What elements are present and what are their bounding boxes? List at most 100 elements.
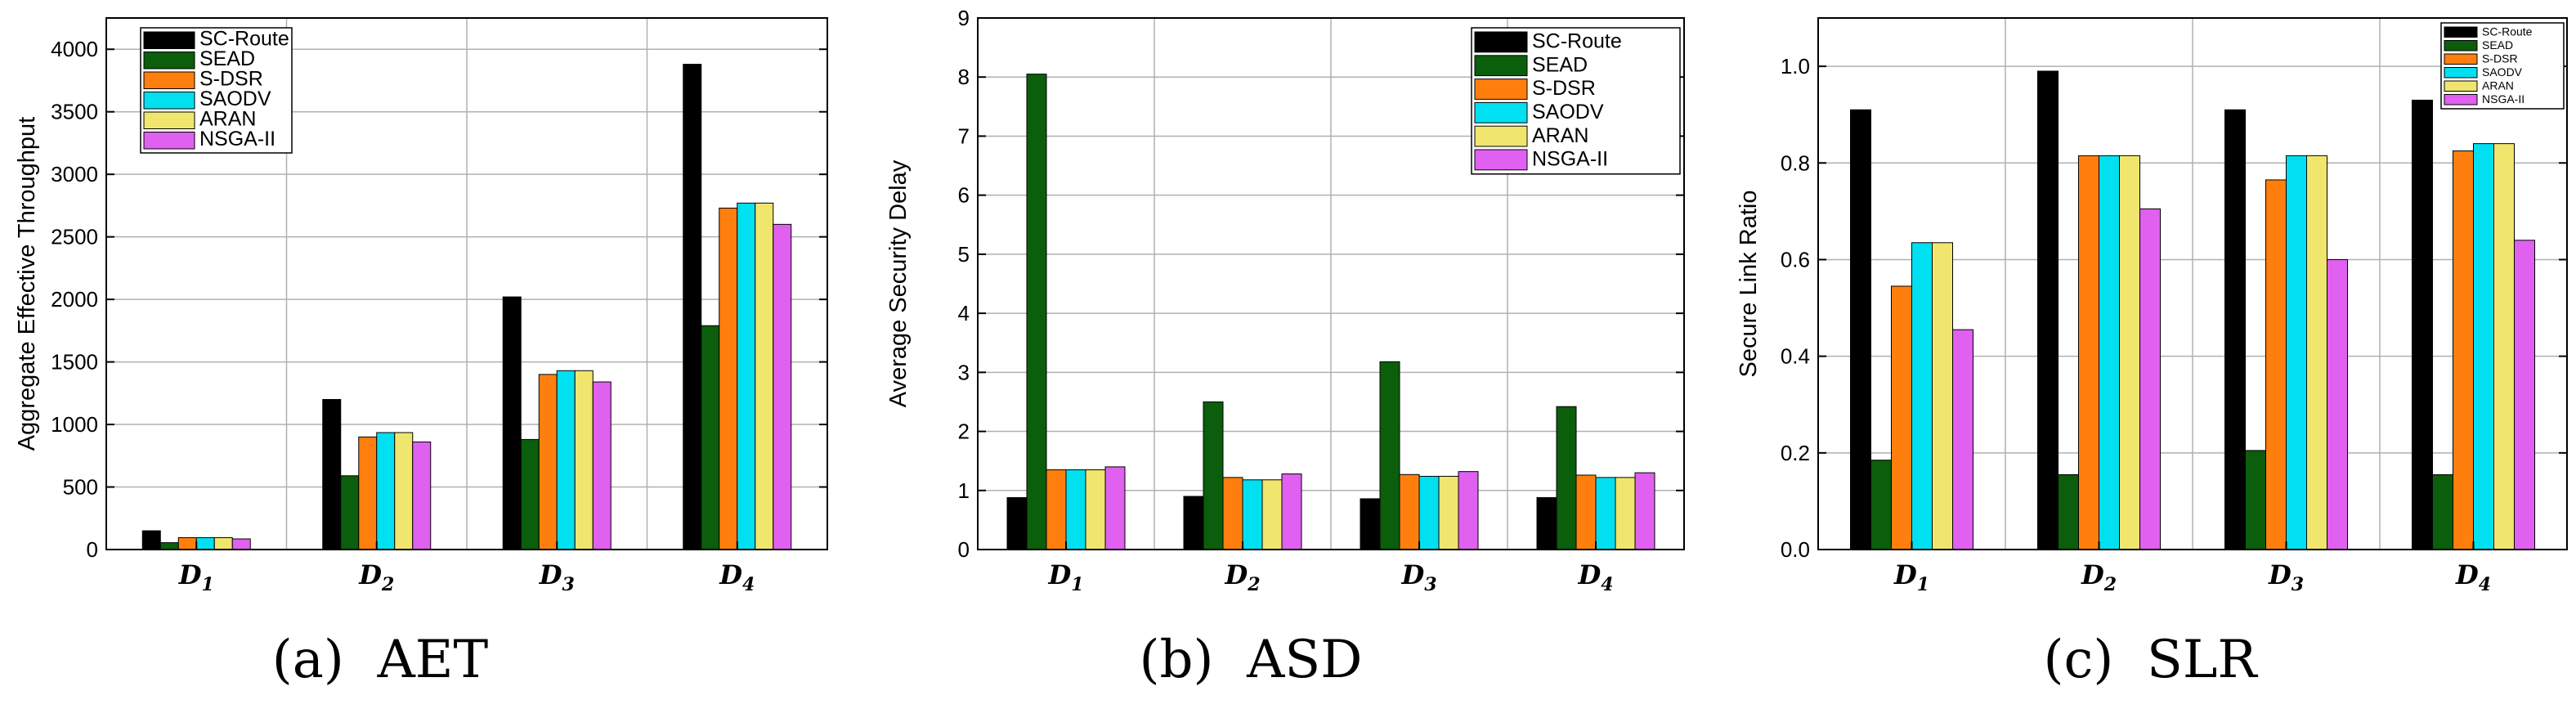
bar-saodv-d4 (737, 202, 756, 550)
bar-aran-d4 (755, 202, 774, 550)
bar-aran-d3 (2306, 155, 2327, 550)
bar-saodv-d2 (2099, 155, 2120, 550)
y-tick-label: 0.4 (1781, 344, 1810, 369)
legend-swatch (143, 71, 195, 89)
bar-sead-d4 (1556, 406, 1577, 550)
legend-label: SAODV (2482, 65, 2523, 79)
bar-saodv-d3 (1418, 475, 1440, 550)
legend-swatch (1474, 125, 1528, 147)
bar-sead-d2 (1203, 401, 1224, 550)
legend-label: NSGA-II (2482, 92, 2524, 105)
legend-swatch (2444, 67, 2478, 79)
legend-swatch (1474, 79, 1528, 100)
chart-panel-aet: 0 500 1000 1500 2000 2500 3000 3500 4000 D1 D2 D3 D4… (0, 0, 867, 709)
y-tick-label: 1.0 (1781, 54, 1810, 79)
bar-sc-route-d4 (683, 64, 702, 550)
legend-swatch (143, 52, 195, 70)
legend-label: SEAD (2482, 38, 2513, 52)
bar-nsga-ii-d2 (1281, 473, 1302, 550)
bar-aran-d1 (213, 536, 233, 550)
bar-nsga-ii-d3 (592, 381, 612, 550)
y-tick-label: 1500 (51, 350, 98, 375)
y-tick-label: 0.0 (1781, 537, 1810, 562)
x-category-label: D3 (2268, 559, 2304, 595)
bar-nsga-ii-d3 (2327, 258, 2348, 550)
bar-sc-route-d2 (2037, 70, 2059, 550)
bar-saodv-d2 (376, 432, 396, 550)
y-tick-label: 0.8 (1781, 150, 1810, 175)
plot-frame (1817, 17, 2568, 550)
bar-saodv-d3 (2286, 155, 2307, 550)
y-tick-label: 7 (958, 123, 970, 148)
bar-aran-d1 (1085, 469, 1106, 550)
legend-label: ARAN (199, 107, 256, 130)
bar-saodv-d1 (195, 536, 215, 550)
legend-label: SC-Route (199, 27, 289, 50)
legend-swatch (2444, 26, 2478, 38)
bar-sead-d1 (159, 542, 179, 550)
legend-swatch (2444, 53, 2478, 65)
bar-sc-route-d3 (502, 296, 522, 550)
plot-frame (105, 17, 828, 550)
bar-sead-d2 (2058, 473, 2079, 550)
bar-sc-route-d1 (1006, 496, 1028, 550)
y-tick-label: 6 (958, 183, 970, 208)
bar-aran-d2 (1261, 479, 1283, 550)
legend-swatch (1474, 31, 1528, 53)
bar-s-dsr-d2 (1222, 477, 1243, 550)
bar-sead-d2 (340, 475, 360, 550)
bar-s-dsr-d2 (358, 436, 378, 550)
bar-nsga-ii-d2 (412, 441, 432, 550)
bar-s-dsr-d3 (1399, 473, 1420, 550)
bar-saodv-d1 (1911, 242, 1933, 550)
x-category-label: D1 (1893, 559, 1929, 595)
legend-label: SEAD (1532, 53, 1588, 76)
x-category-label: D3 (1400, 559, 1436, 595)
bar-s-dsr-d1 (1891, 285, 1912, 550)
y-axis-label: Average Security Delay (885, 159, 912, 407)
y-tick-label: 3500 (51, 100, 98, 124)
y-tick-label: 2000 (51, 287, 98, 312)
x-category-label: D4 (719, 559, 755, 595)
legend-label: S-DSR (1532, 77, 1596, 100)
chart-panel-asd: 0 1 2 3 4 5 6 7 8 9 D1 D2 D3 D4 Average Security Delay… (867, 0, 1725, 709)
y-tick-label: 0.2 (1781, 441, 1810, 465)
x-category-label: D2 (1224, 559, 1260, 595)
y-axis-label: Secure Link Ratio (1736, 191, 1762, 378)
bar-s-dsr-d1 (177, 536, 197, 550)
y-tick-label: 0 (87, 537, 98, 562)
legend-swatch (143, 31, 195, 49)
y-tick-label: 0.6 (1781, 247, 1810, 271)
y-tick-label: 2 (958, 420, 970, 444)
bar-saodv-d4 (1595, 477, 1616, 550)
bar-s-dsr-d3 (2265, 179, 2287, 550)
slr-chart: 0.0 0.2 0.4 0.6 0.8 1.0 D1 D2 D3 D4 Secure Link Ra… (1736, 17, 2568, 595)
bar-sead-d3 (520, 438, 540, 550)
legend-swatch (1474, 149, 1528, 171)
bar-sead-d1 (1026, 74, 1047, 550)
bar-saodv-d4 (2473, 143, 2494, 550)
bar-s-dsr-d3 (538, 374, 558, 550)
y-tick-label: 5 (958, 242, 970, 267)
x-category-label: D2 (2081, 559, 2117, 595)
legend-label: NSGA-II (199, 128, 276, 150)
x-category-label: D4 (2455, 559, 2491, 595)
bar-aran-d2 (394, 432, 414, 550)
bar-aran-d2 (2119, 155, 2140, 550)
x-category-label: D1 (178, 559, 214, 595)
legend-label: S-DSR (199, 67, 263, 90)
asd-chart: 0 1 2 3 4 5 6 7 8 9 D1 D2 D3 D4 Average Security Delay… (885, 6, 1685, 595)
x-category-label: D3 (539, 559, 575, 595)
bar-sead-d4 (701, 325, 720, 550)
x-category-label: D4 (1577, 559, 1613, 595)
legend-swatch (143, 111, 195, 129)
legend-swatch (2444, 94, 2478, 105)
x-category-label: D1 (1047, 559, 1083, 595)
bar-sc-route-d3 (1360, 498, 1381, 550)
bar-s-dsr-d4 (1575, 474, 1597, 550)
bar-saodv-d3 (556, 370, 576, 550)
y-tick-label: 3000 (51, 162, 98, 186)
bar-nsga-ii-d2 (2139, 208, 2161, 550)
slr-caption: (c) SLR (2043, 630, 2257, 690)
legend-swatch (1474, 55, 1528, 77)
